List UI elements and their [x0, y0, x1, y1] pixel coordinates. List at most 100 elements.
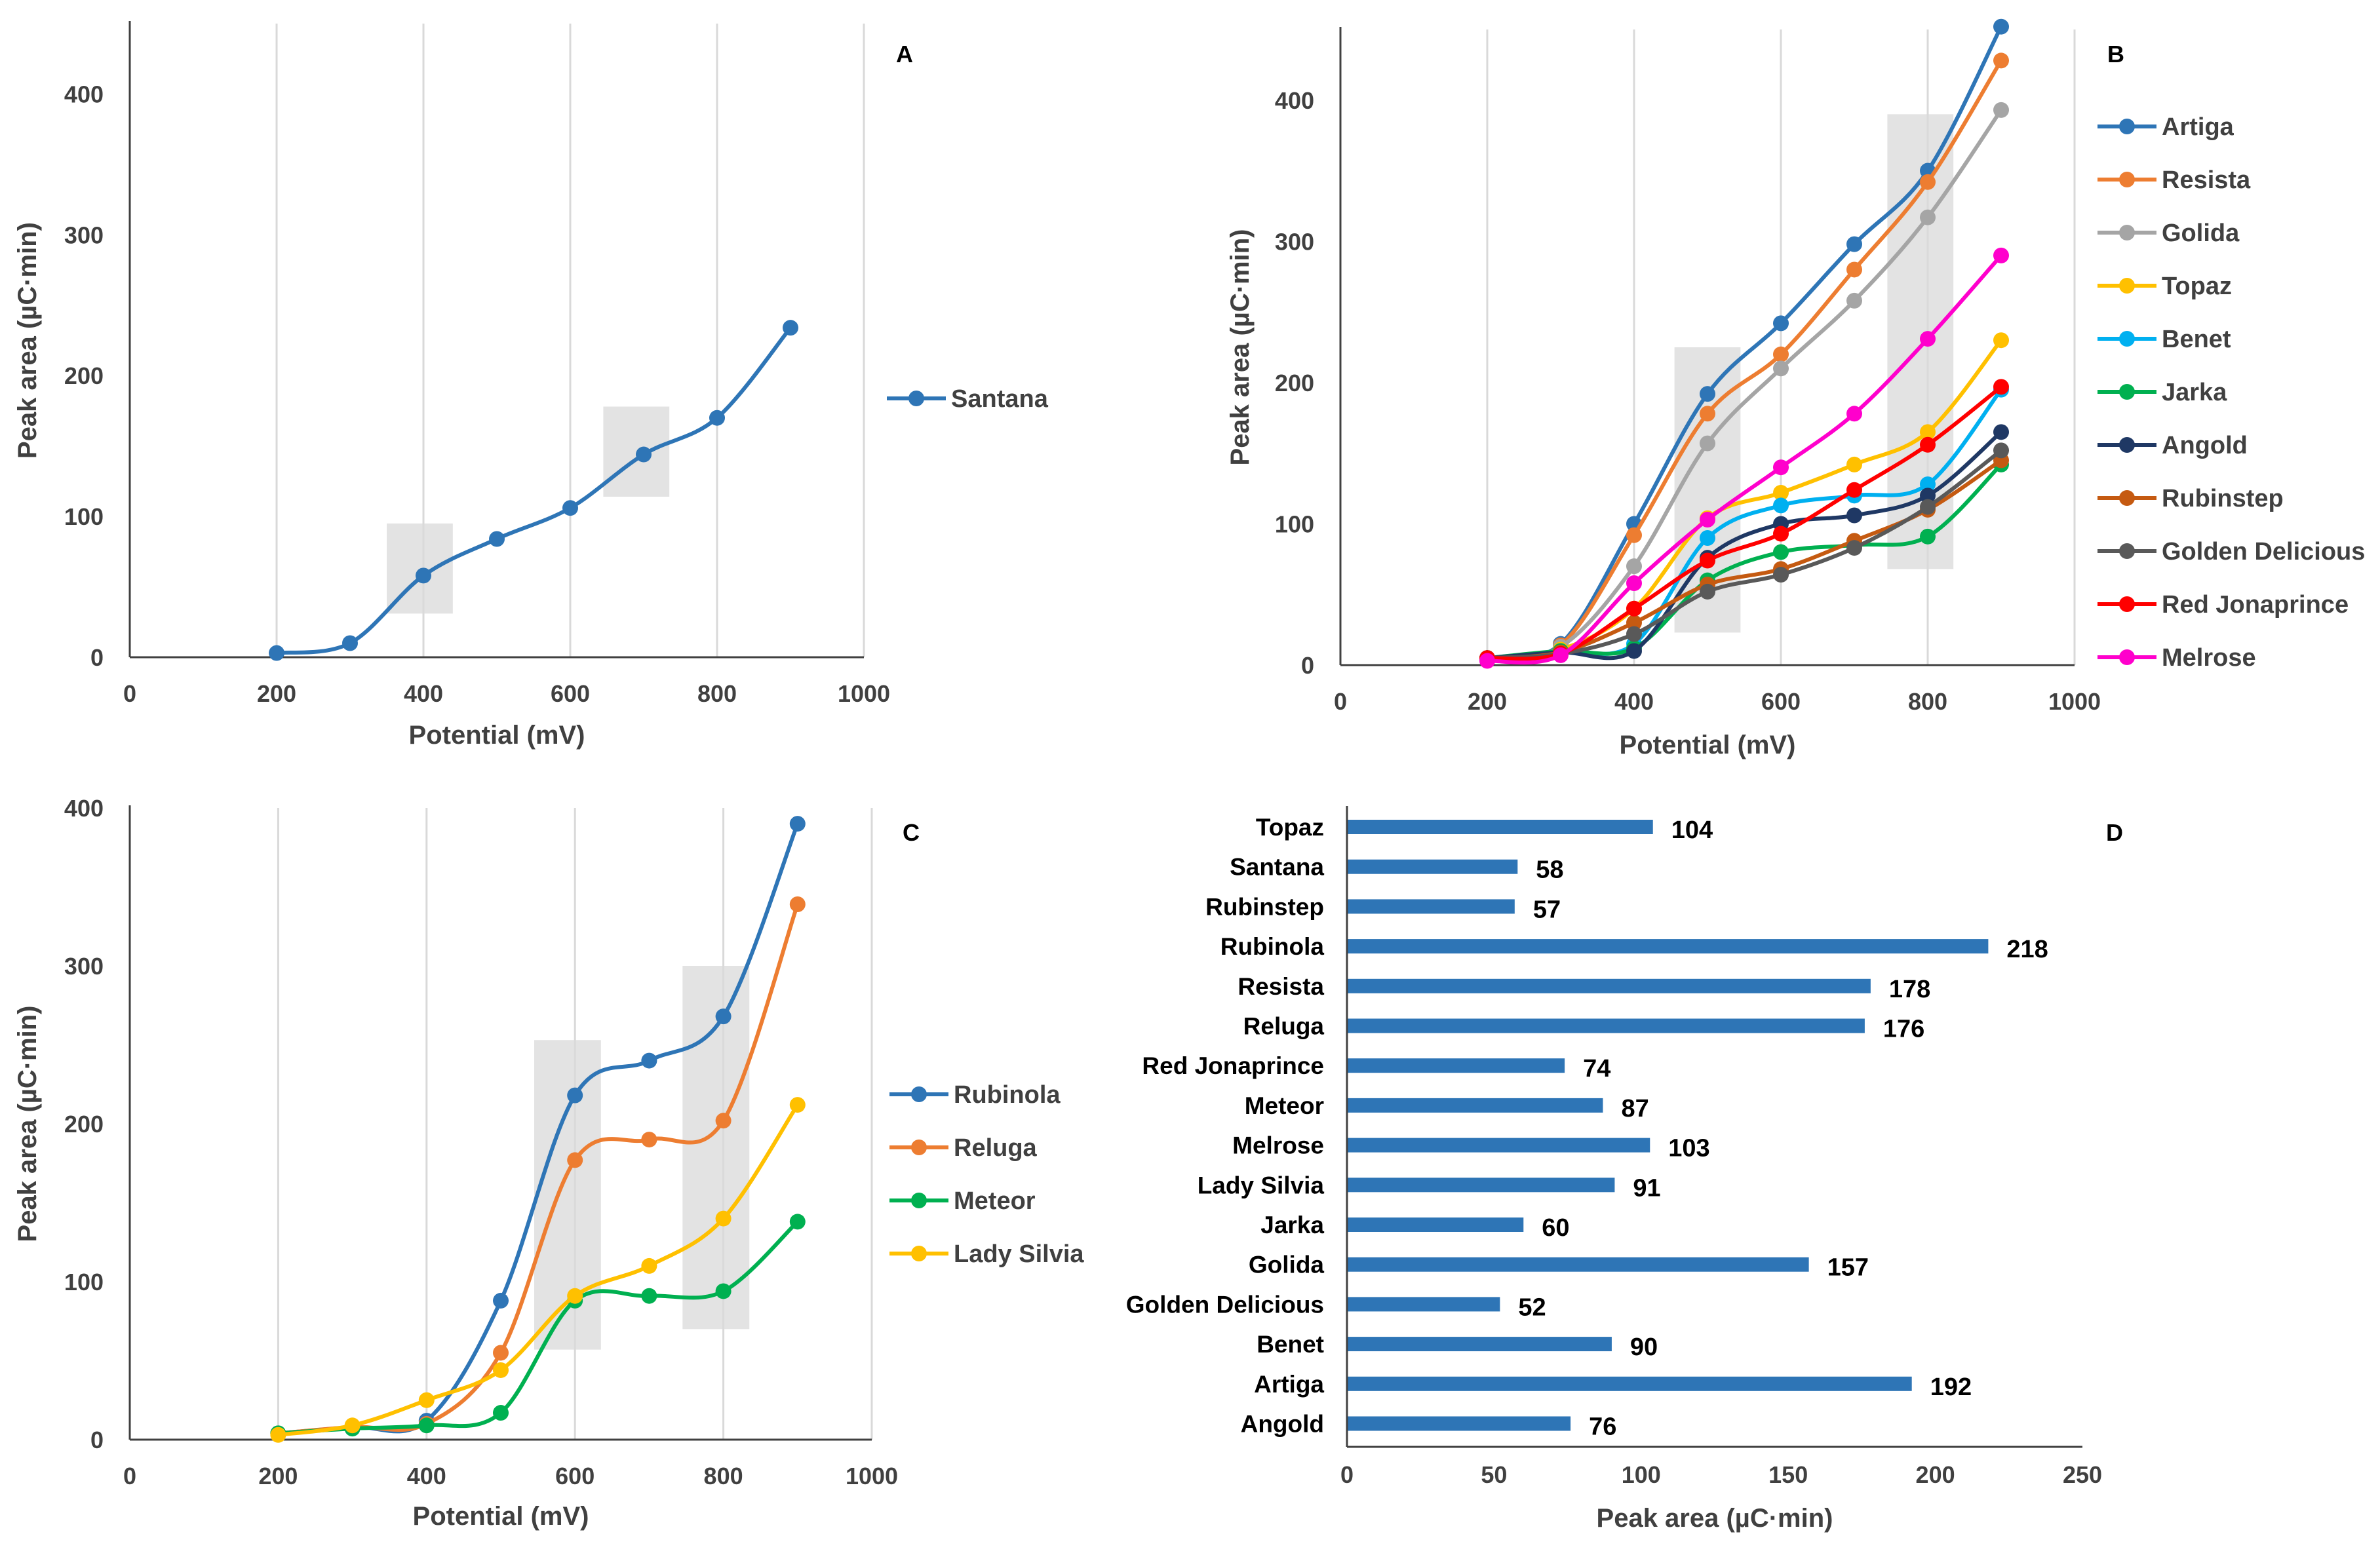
data-point: [1993, 424, 2009, 440]
x-tick-label: 1000: [2048, 688, 2101, 715]
data-point: [1920, 476, 1936, 493]
x-tick-label: 600: [1761, 688, 1801, 715]
data-point: [715, 1210, 732, 1227]
data-point: [493, 1362, 509, 1378]
category-label: Rubinola: [1220, 933, 1325, 960]
x-tick-label: 0: [123, 1463, 136, 1489]
legend-marker: [2119, 225, 2135, 240]
data-point: [1993, 379, 2009, 395]
category-label: Resista: [1238, 973, 1324, 1000]
category-label: Jarka: [1260, 1212, 1324, 1238]
highlight-region: [682, 966, 750, 1330]
data-point: [269, 645, 284, 661]
data-point: [567, 1288, 583, 1304]
category-label: Santana: [1230, 854, 1324, 881]
panel-letter: B: [2107, 41, 2124, 67]
y-tick-label: 200: [64, 362, 104, 389]
legend-label: Golida: [2162, 220, 2240, 247]
y-tick-label: 300: [64, 221, 104, 248]
data-point: [493, 1345, 509, 1361]
data-point: [1626, 643, 1642, 659]
data-point: [1626, 575, 1642, 591]
panel-d: D 104 Topaz 58 Santana 57 Rubinstep 218 Rubinola…: [1126, 806, 2123, 1533]
data-point: [493, 1405, 509, 1421]
bar-value-label: 178: [1889, 976, 1930, 1003]
y-axis-title: Peak area (µC·min): [13, 222, 42, 459]
bar: [1347, 978, 1871, 993]
x-tick-label: 200: [1468, 688, 1507, 715]
data-point: [1553, 647, 1569, 663]
category-label: Artiga: [1254, 1371, 1324, 1398]
category-label: Golden Delicious: [1126, 1291, 1324, 1318]
legend-label: Topaz: [2162, 273, 2232, 300]
data-point: [1700, 386, 1715, 402]
data-point: [1700, 552, 1715, 569]
legend-label: Santana: [951, 385, 1049, 413]
panel-a: 0 200 400 600 800 1000 0 100 200 300 400 Potential …: [13, 21, 1049, 750]
y-tick-label: 400: [64, 795, 104, 822]
category-label: Topaz: [1256, 814, 1324, 841]
x-tick-label: 200: [258, 1463, 298, 1489]
data-point: [1920, 174, 1936, 190]
data-point: [1773, 567, 1789, 583]
legend-marker: [2119, 278, 2135, 294]
y-tick-label: 100: [1275, 510, 1314, 537]
x-tick-label: 800: [1908, 688, 1947, 715]
data-point: [715, 1008, 732, 1025]
legend-label: Red Jonaprince: [2162, 591, 2349, 619]
data-point: [1773, 360, 1789, 377]
data-point: [1773, 544, 1789, 560]
bar-value-label: 87: [1621, 1095, 1648, 1122]
bar: [1347, 859, 1518, 874]
data-point: [1846, 261, 1862, 278]
y-axis-title: Peak area (µC·min): [1226, 229, 1255, 466]
data-point: [715, 1113, 732, 1129]
category-label: Angold: [1241, 1411, 1324, 1438]
y-tick-label: 0: [1301, 652, 1314, 679]
panel-c: 0 200 400 600 800 1000 0 100 200 300 400 Potential …: [13, 795, 1084, 1531]
data-point: [1993, 332, 2009, 349]
panel-letter: A: [896, 41, 913, 67]
legend-marker: [2119, 490, 2135, 506]
bar-value-label: 192: [1930, 1373, 1972, 1401]
x-tick-label: 400: [1614, 688, 1654, 715]
data-point: [1626, 600, 1642, 617]
bar: [1347, 820, 1653, 834]
data-point: [1773, 459, 1789, 476]
x-tick-label: 600: [555, 1463, 595, 1489]
data-point: [1846, 406, 1862, 422]
y-tick-label: 0: [90, 644, 104, 671]
legend-marker: [911, 1246, 927, 1261]
data-point: [1993, 18, 2009, 35]
bar: [1347, 1337, 1612, 1352]
data-point: [1993, 247, 2009, 263]
data-point: [789, 896, 806, 913]
x-axis-title: Potential (mV): [409, 721, 585, 750]
bar-value-label: 218: [2006, 936, 2048, 963]
y-tick-label: 200: [64, 1111, 104, 1138]
x-tick-label: 1000: [838, 680, 890, 707]
bar: [1347, 899, 1515, 914]
bar: [1347, 1058, 1565, 1073]
legend-marker: [2119, 437, 2135, 453]
data-point: [1626, 626, 1642, 642]
legend-label: Melrose: [2162, 644, 2256, 672]
bar-value-label: 90: [1630, 1333, 1658, 1361]
x-tick-label: 400: [404, 680, 443, 707]
bar: [1347, 1178, 1615, 1193]
data-point: [1920, 209, 1936, 225]
legend-label: Lady Silvia: [954, 1240, 1084, 1268]
y-tick-label: 100: [64, 1269, 104, 1295]
y-tick-label: 300: [1275, 228, 1314, 255]
legend-marker: [911, 1193, 927, 1208]
bar-value-label: 91: [1633, 1174, 1660, 1202]
x-tick-label: 200: [1916, 1461, 1955, 1488]
data-point: [1626, 558, 1642, 575]
y-tick-label: 400: [64, 81, 104, 107]
data-point: [567, 1087, 583, 1103]
data-point: [1700, 511, 1715, 527]
legend-marker: [2119, 384, 2135, 400]
data-point: [342, 635, 358, 651]
data-point: [636, 446, 652, 463]
bar: [1347, 1018, 1865, 1033]
